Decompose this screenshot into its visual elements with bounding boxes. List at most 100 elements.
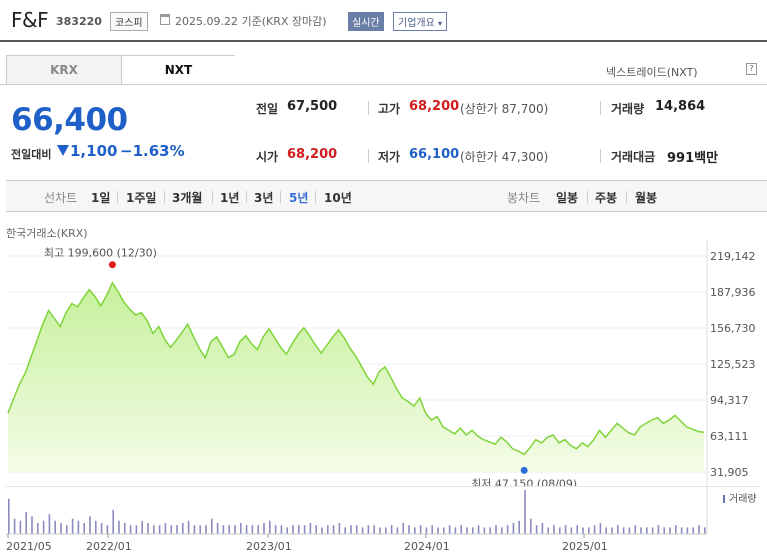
- period-1y[interactable]: 1년: [220, 191, 240, 205]
- volume-bar: [344, 527, 346, 534]
- date-suffix: 기준(KRX 장마감): [241, 15, 327, 28]
- volume-bar: [559, 527, 561, 534]
- volume-bar: [657, 525, 660, 534]
- volume-bar: [274, 525, 277, 534]
- divider: [280, 191, 281, 203]
- realtime-button[interactable]: 실시간: [348, 12, 384, 31]
- divider: [368, 101, 369, 115]
- trade-value: 991백만: [667, 151, 719, 166]
- down-arrow-icon: [57, 145, 69, 156]
- tab-divider: [235, 84, 767, 85]
- trade-value-label: 거래대금: [611, 150, 656, 164]
- volume-bar: [54, 520, 56, 534]
- volume-bar: [135, 525, 138, 534]
- volume-bar: [547, 527, 549, 534]
- volume-bar: [634, 525, 636, 534]
- volume-bar: [71, 518, 74, 534]
- volume-bar: [153, 525, 155, 534]
- y-tick-label: 156,730: [710, 322, 756, 335]
- date-value: 2025.09.22: [175, 15, 238, 28]
- volume-bar: [367, 525, 370, 534]
- volume-bar: [611, 527, 613, 534]
- nxt-link[interactable]: 넥스트레이드(NXT): [606, 66, 698, 79]
- divider: [212, 191, 213, 203]
- divider: [600, 149, 601, 163]
- line-chart-label: 선차트: [44, 191, 78, 205]
- calendar-icon: [160, 14, 170, 25]
- corp-info-dropdown[interactable]: 기업개요 ▾: [393, 12, 448, 31]
- volume-bar: [646, 527, 648, 534]
- y-tick-label: 63,111: [710, 430, 749, 443]
- volume-bar: [698, 525, 700, 534]
- change-percent: −1.63%: [120, 142, 185, 160]
- tab-krx[interactable]: KRX: [50, 63, 78, 77]
- max-marker: [108, 261, 116, 269]
- candle-monthly[interactable]: 월봉: [635, 191, 658, 205]
- period-10y[interactable]: 10년: [324, 191, 352, 205]
- volume-bar: [89, 516, 91, 534]
- divider: [117, 191, 118, 203]
- low-value: 66,100: [409, 147, 460, 162]
- change-label: 전일대비: [11, 148, 52, 161]
- volume-bar: [48, 514, 51, 534]
- tab-nxt[interactable]: NXT: [121, 56, 235, 84]
- volume-bar: [118, 520, 120, 534]
- volume-bar: [414, 527, 416, 534]
- volume-bar: [390, 525, 393, 534]
- volume-bar: [425, 527, 428, 534]
- volume-bar: [402, 523, 404, 534]
- volume-bar: [303, 525, 306, 534]
- volume-bar: [158, 525, 161, 534]
- x-tick-label: 2025/01: [562, 540, 608, 553]
- candle-weekly[interactable]: 주봉: [595, 191, 618, 205]
- volume-bar: [454, 527, 457, 534]
- x-tick-label: 2021/05: [6, 540, 52, 553]
- volume-bar: [211, 518, 213, 534]
- x-tick-label: 2022/01: [86, 540, 132, 553]
- period-3y[interactable]: 3년: [254, 191, 274, 205]
- period-1d[interactable]: 1일: [91, 191, 111, 205]
- volume-bar: [112, 509, 114, 534]
- company-name: F&F: [11, 8, 49, 32]
- period-bar: 선차트 1일 1주일 3개월 1년 3년 5년 10년 봉차트 일봉 주봉 월봉: [6, 180, 767, 212]
- current-price: 66,400: [11, 102, 128, 138]
- volume-bar: [680, 527, 683, 534]
- volume-bar: [431, 525, 433, 534]
- volume-bar: [60, 523, 62, 534]
- divider: [315, 191, 316, 203]
- y-tick-label: 187,936: [710, 286, 756, 299]
- volume-bar: [321, 527, 323, 534]
- volume-bar: [182, 523, 184, 534]
- volume-legend: 거래량: [729, 493, 757, 505]
- period-5y[interactable]: 5년: [289, 191, 309, 205]
- divider: [246, 191, 247, 203]
- volume-bar: [356, 525, 358, 534]
- volume-bar: [675, 525, 677, 534]
- volume-chart: 거래량 2021/05 2022/01 2023/01 2024/01 2025/01: [6, 486, 760, 553]
- volume-bar: [269, 520, 271, 534]
- volume-bar: [541, 523, 544, 534]
- max-label: 최고 199,600 (12/30): [44, 247, 157, 260]
- open-value: 68,200: [287, 147, 338, 162]
- volume-bar: [129, 525, 132, 534]
- candle-daily[interactable]: 일봉: [556, 191, 579, 205]
- volume-bar: [141, 520, 143, 534]
- volume-value: 14,864: [655, 99, 706, 114]
- volume-bar: [37, 523, 39, 534]
- volume-bar: [396, 527, 399, 534]
- info-icon[interactable]: ?: [746, 63, 757, 75]
- volume-bar: [164, 523, 167, 534]
- change-amount: 1,100: [70, 142, 118, 160]
- volume-bar: [205, 525, 207, 534]
- volume-bar: [530, 518, 532, 534]
- chevron-down-icon: ▾: [438, 19, 443, 28]
- volume-bar: [42, 520, 45, 534]
- period-3m[interactable]: 3개월: [172, 191, 203, 205]
- volume-bar: [350, 525, 352, 534]
- legend-swatch: [723, 495, 725, 503]
- volume-bar: [124, 523, 126, 534]
- period-1w[interactable]: 1주일: [126, 191, 157, 205]
- volume-bar: [640, 527, 642, 534]
- volume-bar: [460, 525, 462, 534]
- volume-bar: [524, 490, 526, 534]
